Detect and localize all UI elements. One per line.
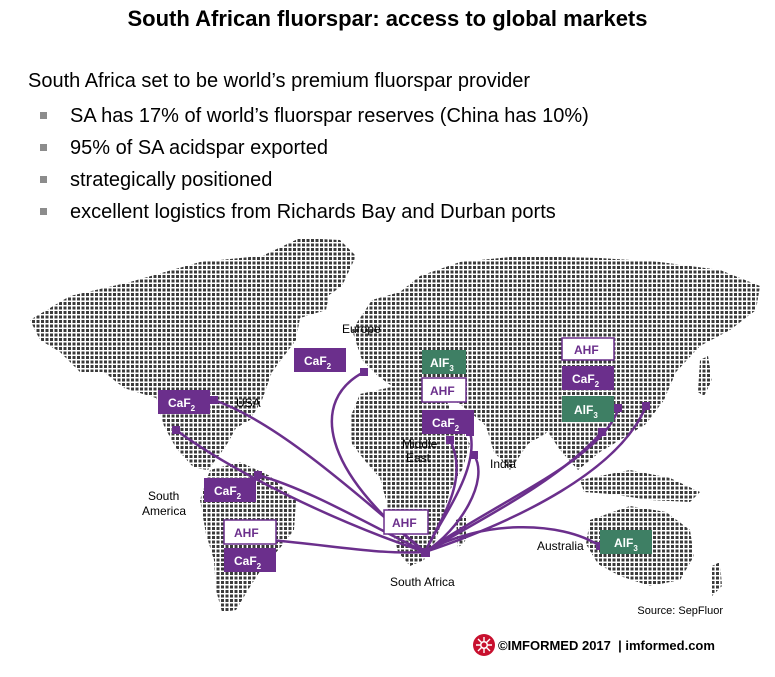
square-bullet-icon (40, 144, 47, 151)
box-ahf-south-africa: AHF (383, 509, 429, 535)
route-south-america-north (257, 473, 426, 554)
world-map-dots (30, 238, 760, 612)
label-europe: Europe (342, 322, 381, 336)
box-caf2-usa: CaF2 (158, 390, 210, 414)
source-caption: Source: SepFluor (637, 605, 723, 617)
square-bullet-icon (40, 208, 47, 215)
route-china-1 (424, 409, 620, 554)
footer-text: ©IMFORMED 2017 | imformed.com (498, 637, 715, 653)
svg-text:CaF2: CaF2 (432, 416, 460, 433)
box-alf3-australia: AlF3 (600, 530, 652, 554)
svg-text:AlF3: AlF3 (614, 536, 638, 553)
route-south-america-south (269, 538, 426, 554)
endpoint-china-south (598, 428, 606, 436)
footer: ©IMFORMED 2017 | imformed.com (472, 633, 715, 657)
box-caf2-south-america-2: CaF2 (224, 548, 276, 572)
label-south-america-2: America (142, 504, 186, 518)
box-caf2-europe: CaF2 (294, 348, 346, 372)
svg-text:AlF3: AlF3 (574, 403, 598, 420)
box-ahf-south-america: AHF (223, 519, 277, 545)
eurasia-landmass (352, 256, 760, 470)
svg-text:AHF: AHF (392, 516, 417, 530)
box-ahf-china: AHF (561, 337, 615, 361)
box-caf2-south-america: CaF2 (204, 478, 256, 502)
svg-text:CaF2: CaF2 (234, 554, 262, 571)
endpoint-south-america-north (254, 471, 262, 479)
endpoint-europe (360, 368, 368, 376)
svg-text:CaF2: CaF2 (572, 372, 600, 389)
square-bullet-icon (40, 176, 47, 183)
intro-text: South Africa set to be world’s premium f… (28, 70, 531, 92)
bullet-item: SA has 17% of world’s fluorspar reserves… (40, 100, 589, 132)
bullet-item: strategically positioned (40, 164, 589, 196)
box-alf3-europe: AlF3 (422, 350, 466, 374)
route-middle-east-2 (423, 439, 458, 553)
north-america-landmass (30, 256, 330, 470)
svg-text:AHF: AHF (574, 343, 599, 357)
svg-text:CaF2: CaF2 (168, 396, 196, 413)
greenland-landmass (262, 238, 356, 304)
svg-text:AHF: AHF (430, 384, 455, 398)
endpoint-middle-east (446, 436, 454, 444)
square-bullet-icon (40, 112, 47, 119)
slide-title: South African fluorspar: access to globa… (127, 6, 648, 31)
route-china-2 (424, 405, 648, 554)
new-zealand-landmass (712, 562, 722, 596)
endpoint-us-gulf (172, 426, 180, 434)
bullet-list: SA has 17% of world’s fluorspar reserves… (40, 100, 589, 228)
box-alf3-china: AlF3 (562, 396, 614, 422)
svg-text:AlF3: AlF3 (430, 356, 454, 373)
endpoint-india (470, 451, 478, 459)
label-south-america-1: South (148, 489, 179, 503)
endpoint-china-north (614, 404, 622, 412)
label-south-africa: South Africa (390, 575, 455, 589)
svg-text:CaF2: CaF2 (214, 484, 242, 501)
svg-text:CaF2: CaF2 (304, 354, 332, 371)
imformed-logo-icon (473, 634, 495, 656)
label-middle-east-2: East (406, 451, 431, 465)
route-china-3 (424, 431, 603, 554)
box-caf2-china: CaF2 (562, 366, 614, 390)
route-australia (424, 526, 601, 554)
bullet-item: excellent logistics from Richards Bay an… (40, 196, 589, 228)
label-usa: USA (236, 396, 261, 410)
bullet-item: 95% of SA acidspar exported (40, 132, 589, 164)
label-middle-east-1: Middle (402, 437, 438, 451)
box-caf2-middle-east: CaF2 (422, 410, 474, 434)
label-australia: Australia (537, 539, 584, 553)
box-ahf-europe: AHF (421, 377, 467, 403)
endpoint-south-africa (421, 548, 430, 557)
sea-islands-landmass (580, 470, 700, 502)
endpoint-china-east (642, 402, 650, 410)
label-india: India (490, 457, 516, 471)
japan-landmass (698, 356, 712, 396)
endpoint-usa (210, 396, 218, 404)
svg-text:AHF: AHF (234, 526, 259, 540)
route-us-gulf (175, 428, 426, 554)
